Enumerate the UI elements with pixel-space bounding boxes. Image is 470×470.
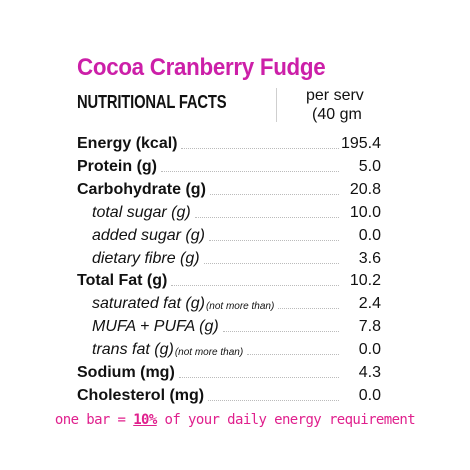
serving-line-1: per serv xyxy=(306,87,364,104)
nutrient-row: Total Fat (g) 10.2 xyxy=(77,268,381,290)
nutrient-label: total sugar (g) xyxy=(92,203,191,221)
nutrient-label: Carbohydrate (g) xyxy=(77,180,206,198)
nutrient-label: dietary fibre (g) xyxy=(92,249,200,267)
leader-dots xyxy=(178,377,339,378)
footnote-percent: 10% xyxy=(133,412,157,428)
leader-dots xyxy=(208,399,339,401)
nutrient-label: Cholesterol (mg) xyxy=(77,386,205,404)
serving-size: per serv (40 gm xyxy=(306,86,406,124)
nutrient-label: saturated fat (g) xyxy=(92,295,205,313)
nutrient-row: Sodium (mg) 4.3 xyxy=(77,360,381,382)
nutrient-value: 0.0 xyxy=(358,226,381,244)
product-title: Cocoa Cranberry Fudge xyxy=(77,54,326,81)
nutrient-row: total sugar (g) 10.0 xyxy=(77,200,381,222)
nutrient-note: (not more than) xyxy=(174,347,244,359)
leader-dots xyxy=(171,285,339,287)
leader-dots xyxy=(203,262,339,264)
nutrient-value: 195.4 xyxy=(340,135,381,152)
nutrient-value: 0.0 xyxy=(358,386,381,404)
nutrient-row: added sugar (g) 0.0 xyxy=(77,223,381,245)
nutrient-value: 7.8 xyxy=(358,318,381,336)
leader-dots xyxy=(278,308,339,310)
nutrient-label: Energy (kcal) xyxy=(77,135,178,152)
nutrient-label: trans fat (g) xyxy=(92,341,174,359)
nutrient-label: Protein (g) xyxy=(77,157,157,175)
nutrient-label: Total Fat (g) xyxy=(77,272,168,290)
nutrient-label: MUFA + PUFA (g) xyxy=(92,318,219,336)
nutrient-row: saturated fat (g) (not more than) 2.4 xyxy=(77,291,381,313)
nutrient-note: (not more than) xyxy=(205,301,275,313)
nutrient-label: added sugar (g) xyxy=(92,226,205,244)
footnote-suffix: of your daily energy requirement xyxy=(156,412,416,428)
serving-line-2: (40 gm xyxy=(312,106,362,123)
nutrient-value: 2.4 xyxy=(358,295,381,313)
nutrient-row: Carbohydrate (g) 20.8 xyxy=(77,177,381,199)
nutritional-facts-heading: NUTRITIONAL FACTS xyxy=(77,92,227,112)
header-divider xyxy=(276,88,277,122)
nutrient-value: 3.6 xyxy=(358,249,381,267)
nutrient-row: Protein (g) 5.0 xyxy=(77,154,381,176)
leader-dots xyxy=(222,331,339,333)
nutrient-value: 4.3 xyxy=(358,364,381,381)
nutrient-row: Cholesterol (mg) 0.0 xyxy=(77,383,381,405)
leader-dots xyxy=(161,170,339,172)
leader-dots xyxy=(247,354,339,356)
daily-energy-footnote: one bar = 10% of your daily energy requi… xyxy=(0,412,470,428)
nutrient-label: Sodium (mg) xyxy=(77,364,175,381)
nutrient-row: trans fat (g) (not more than) 0.0 xyxy=(77,337,381,359)
leader-dots xyxy=(208,239,339,241)
nutrient-row: dietary fibre (g) 3.6 xyxy=(77,246,381,268)
nutrient-value: 5.0 xyxy=(358,157,381,175)
leader-dots xyxy=(181,148,339,149)
nutrient-row: Energy (kcal) 195.4 xyxy=(77,131,381,153)
nutrient-value: 10.2 xyxy=(349,272,381,290)
leader-dots xyxy=(194,216,339,218)
nutrient-value: 0.0 xyxy=(358,341,381,359)
nutrient-value: 10.0 xyxy=(349,203,381,221)
footnote-prefix: one bar = xyxy=(54,412,134,428)
nutrient-value: 20.8 xyxy=(349,180,381,198)
leader-dots xyxy=(209,193,339,195)
nutrient-row: MUFA + PUFA (g) 7.8 xyxy=(77,314,381,336)
